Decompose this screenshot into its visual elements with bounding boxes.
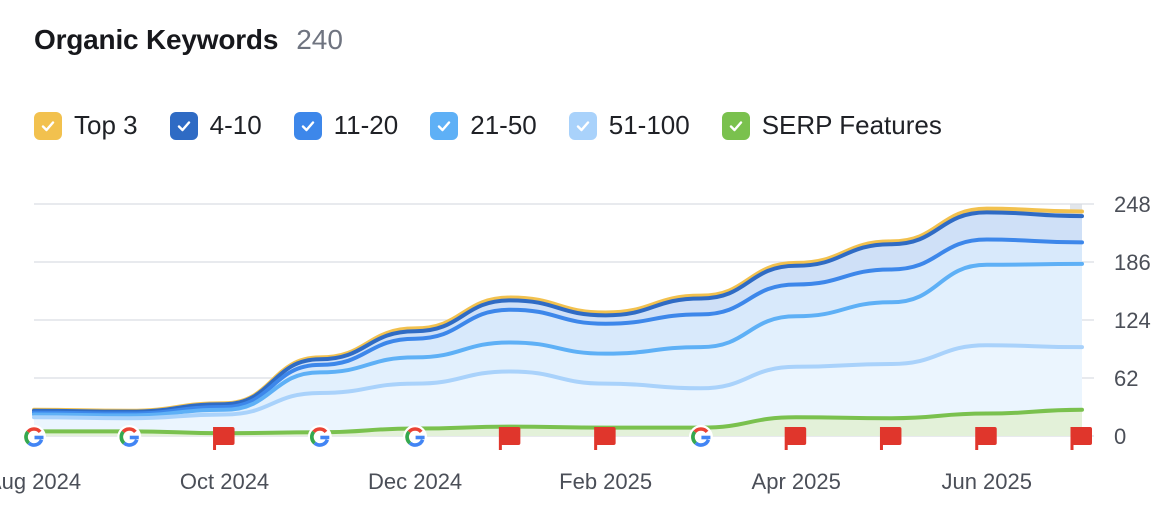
google-arc xyxy=(405,430,412,445)
checkbox-icon[interactable] xyxy=(293,111,322,140)
legend-label: Top 3 xyxy=(74,110,138,140)
area-serp-features xyxy=(34,409,1082,436)
x-tick-label: Jun 2025 xyxy=(941,469,1032,494)
google-arc xyxy=(26,427,42,434)
flag-body xyxy=(595,427,616,445)
chart-markers xyxy=(22,425,1092,450)
legend-label: 4-10 xyxy=(209,110,262,140)
y-tick-label: 124 xyxy=(1114,308,1151,333)
legend-item-11-20[interactable]: 11-20 xyxy=(293,110,399,141)
google-update-icon[interactable] xyxy=(688,425,713,449)
google-arc xyxy=(119,430,126,445)
google-arc xyxy=(121,427,137,434)
chart-areas xyxy=(34,208,1082,436)
checkbox-icon[interactable] xyxy=(430,111,459,140)
google-arc xyxy=(24,430,31,445)
legend-item-21-50[interactable]: 21-50 xyxy=(430,110,537,141)
google-arc xyxy=(122,438,139,447)
google-arc xyxy=(27,438,44,447)
checkbox-icon[interactable] xyxy=(34,111,62,140)
chart-title: Organic Keywords xyxy=(34,24,279,55)
chart-legend: Top 3 4-10 11-20 21-50 51-100 SERP Featu… xyxy=(34,110,974,141)
flag-icon[interactable] xyxy=(784,427,807,450)
google-arc xyxy=(407,427,423,434)
y-axis: 0 62 124 186 248 xyxy=(1114,192,1151,449)
google-update-icon[interactable] xyxy=(22,425,46,449)
line-21-50 xyxy=(32,261,1084,418)
keyword-count: 240 xyxy=(296,24,343,55)
y-tick-label: 248 xyxy=(1114,192,1151,217)
flag-body xyxy=(881,427,902,445)
flag-icon[interactable] xyxy=(498,427,521,450)
google-arc xyxy=(313,438,330,447)
flag-icon[interactable] xyxy=(213,427,235,450)
checkbox-icon[interactable] xyxy=(568,111,597,140)
flag-icon[interactable] xyxy=(1070,427,1092,450)
legend-label: 51-100 xyxy=(608,110,690,140)
flag-body xyxy=(500,427,521,445)
flag-body xyxy=(214,427,235,445)
x-axis: Aug 2024 Oct 2024 Dec 2024 Feb 2025 Apr 2025… xyxy=(0,469,1032,494)
google-update-icon[interactable] xyxy=(117,425,142,449)
google-arc xyxy=(694,438,711,447)
google-arc xyxy=(693,427,709,434)
google-update-icon[interactable] xyxy=(403,425,428,449)
legend-label: 21-50 xyxy=(470,110,537,140)
y-tick-label: 186 xyxy=(1114,250,1151,275)
chart-lines xyxy=(32,206,1084,436)
x-tick-label: Oct 2024 xyxy=(180,469,269,494)
flag-body xyxy=(786,427,807,445)
line-51-100 xyxy=(32,343,1084,421)
y-tick-label: 0 xyxy=(1114,424,1126,449)
line-11-20 xyxy=(32,237,1084,416)
legend-label: SERP Features xyxy=(761,110,942,140)
flag-body xyxy=(1072,427,1092,445)
legend-item-serp-features[interactable]: SERP Features xyxy=(721,110,942,141)
flag-icon[interactable] xyxy=(879,427,902,450)
legend-item-top-3[interactable]: Top 3 xyxy=(34,110,138,141)
google-arc xyxy=(312,427,328,434)
x-tick-label: Aug 2024 xyxy=(0,469,81,494)
checkbox-icon[interactable] xyxy=(721,111,750,140)
y-tick-label: 62 xyxy=(1114,366,1138,391)
x-tick-label: Apr 2025 xyxy=(752,469,841,494)
google-arc xyxy=(691,430,698,445)
line-4-10 xyxy=(32,210,1084,414)
checkbox-icon[interactable] xyxy=(169,111,198,140)
flag-body xyxy=(976,427,997,445)
x-tick-label: Dec 2024 xyxy=(368,469,462,494)
google-arc xyxy=(408,438,425,447)
google-arc xyxy=(310,430,316,445)
flag-icon[interactable] xyxy=(594,427,616,450)
legend-label: 11-20 xyxy=(333,110,399,140)
legend-item-4-10[interactable]: 4-10 xyxy=(169,110,262,141)
flag-icon[interactable] xyxy=(975,427,997,450)
keywords-area-chart: 0 62 124 186 248 Aug 2024 Oct 2024 Dec 2024 Feb… xyxy=(0,192,1151,494)
google-update-icon[interactable] xyxy=(307,425,332,449)
x-tick-label: Feb 2025 xyxy=(559,469,652,494)
chart-header: Organic Keywords 240 xyxy=(34,24,343,56)
legend-item-51-100[interactable]: 51-100 xyxy=(568,110,690,141)
